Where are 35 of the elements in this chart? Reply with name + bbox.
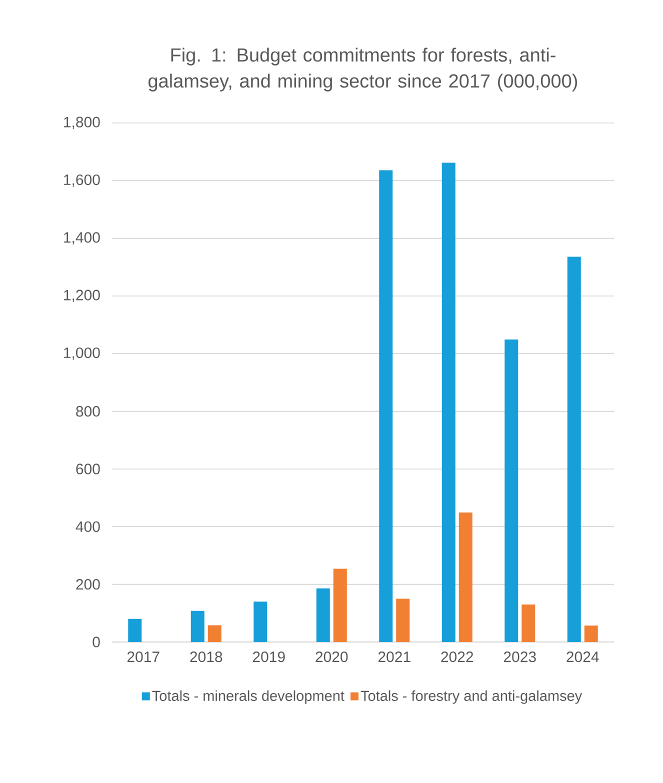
bar: [190, 610, 204, 642]
x-tick-label: 2023: [504, 652, 536, 662]
x-tick-label: 2020: [316, 652, 348, 662]
y-tick-label: 1,800: [64, 116, 100, 130]
bar: [333, 568, 347, 642]
y-tick-label: 1,600: [64, 174, 100, 187]
x-tick-label: 2019: [252, 652, 285, 662]
x-tick-label: 2021: [378, 652, 410, 662]
bar: [396, 598, 410, 642]
bar: [254, 602, 268, 642]
bar: [208, 625, 222, 642]
bar: [504, 340, 518, 642]
legend-label: Totals - minerals development: [152, 690, 344, 704]
y-tick-label: 600: [76, 464, 100, 474]
bar: [316, 588, 330, 642]
bar: [458, 512, 472, 642]
bar: [522, 604, 536, 642]
y-tick-label: 400: [76, 521, 100, 532]
y-tick-label: 1,000: [64, 347, 100, 360]
bar: [128, 618, 142, 642]
chart-title: Fig. 1: Budget commitments for forests, anti-galamsey, and mining sector since 2017 (000,000): [148, 48, 578, 92]
y-tick-label: 0: [92, 636, 100, 648]
y-tick-label: 1,400: [64, 232, 100, 245]
bar: [567, 256, 581, 642]
legend-label: Totals - forestry and anti-galamsey: [360, 690, 582, 704]
x-tick-label: 2018: [190, 652, 222, 662]
x-tick-label: 2024: [566, 652, 599, 662]
y-tick-label: 1,200: [64, 290, 100, 302]
y-tick-label: 800: [76, 406, 100, 417]
bar: [584, 626, 598, 642]
x-tick-label: 2022: [441, 652, 474, 662]
bar: [379, 170, 393, 642]
bar: [442, 162, 456, 642]
x-tick-label: 2017: [127, 652, 160, 662]
y-tick-label: 200: [76, 579, 100, 590]
